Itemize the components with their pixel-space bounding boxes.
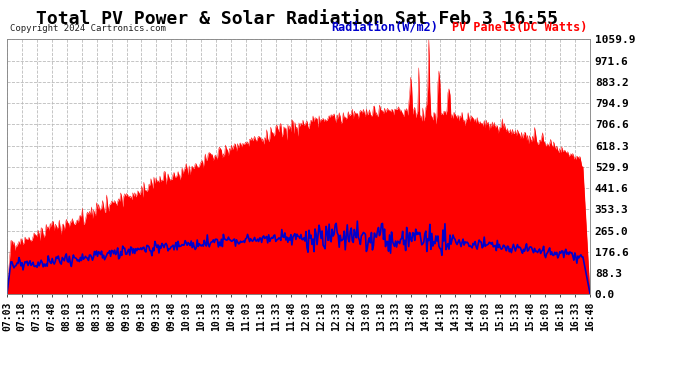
Text: Copyright 2024 Cartronics.com: Copyright 2024 Cartronics.com (10, 24, 166, 33)
Text: PV Panels(DC Watts): PV Panels(DC Watts) (452, 21, 587, 34)
Text: Radiation(W/m2): Radiation(W/m2) (331, 21, 438, 34)
Text: Total PV Power & Solar Radiation Sat Feb 3 16:55: Total PV Power & Solar Radiation Sat Feb… (36, 10, 558, 28)
